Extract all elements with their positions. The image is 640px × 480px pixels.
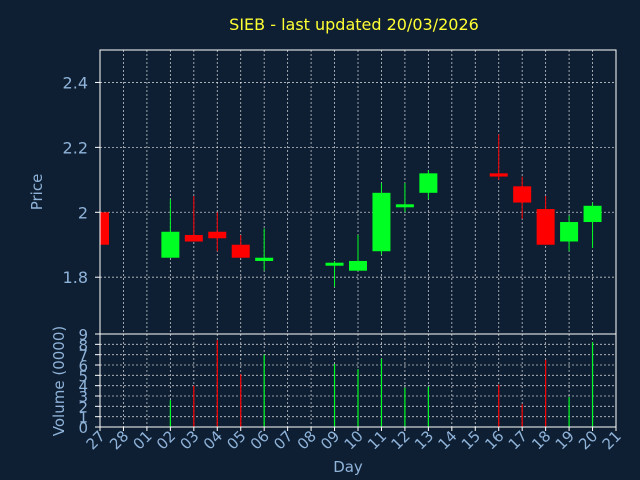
candle-body xyxy=(208,231,227,239)
x-axis-label: Day xyxy=(333,458,363,476)
volume-tick-label: 6 xyxy=(78,357,88,375)
candle-body xyxy=(419,173,438,193)
candle-body xyxy=(161,231,180,258)
candle-body xyxy=(536,209,555,245)
candle-body xyxy=(560,222,579,242)
price-tick-label: 2.4 xyxy=(63,73,88,92)
candle-body xyxy=(349,260,367,271)
volume-tick-label: 7 xyxy=(78,347,88,365)
candle-body xyxy=(513,186,532,203)
price-tick-label: 2 xyxy=(78,203,88,222)
chart-title: SIEB - last updated 20/03/2026 xyxy=(229,15,479,34)
candle-body xyxy=(395,204,414,208)
price-tick-label: 2.2 xyxy=(63,138,88,157)
candle-body xyxy=(325,262,344,266)
candle-body xyxy=(100,212,109,245)
volume-tick-label: 3 xyxy=(78,388,88,406)
candle-body xyxy=(489,173,508,177)
volume-tick-label: 1 xyxy=(78,409,88,427)
candle-body xyxy=(372,192,391,252)
price-axis-label: Price xyxy=(28,174,46,211)
volume-tick-label: 0 xyxy=(78,419,88,437)
volume-bars xyxy=(169,340,594,427)
day-tick-labels: 2728010203040506070809101112131415161718… xyxy=(83,427,625,453)
price-candles xyxy=(99,134,602,287)
volume-axis-label: Volume (0000) xyxy=(50,326,68,436)
price-tick-labels: 1.8 2 2.2 2.4 xyxy=(63,73,100,287)
volume-tick-label: 5 xyxy=(78,367,88,385)
candle-body xyxy=(583,205,602,223)
volume-tick-label: 8 xyxy=(78,336,88,354)
candle-body xyxy=(184,235,203,242)
price-tick-label: 1.8 xyxy=(63,268,88,287)
volume-tick-label: 9 xyxy=(78,326,88,344)
candle-body xyxy=(231,244,250,258)
candle-body xyxy=(255,257,274,261)
volume-tick-label: 2 xyxy=(78,398,88,416)
volume-tick-label: 4 xyxy=(78,378,88,396)
